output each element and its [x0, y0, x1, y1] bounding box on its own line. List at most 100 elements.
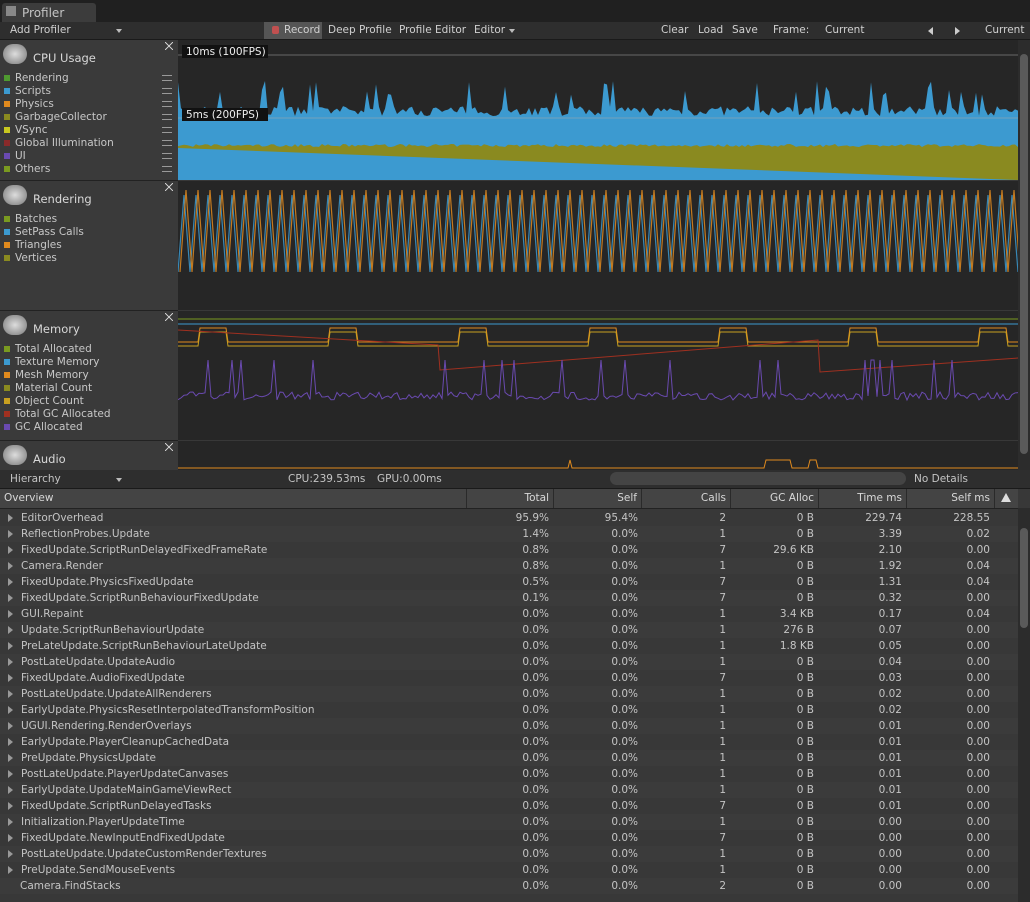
legend-swatch[interactable] — [4, 346, 10, 352]
table-row[interactable] — [0, 702, 1018, 718]
drag-handle[interactable] — [162, 75, 172, 81]
expand-arrow[interactable] — [8, 594, 13, 602]
expand-arrow[interactable] — [8, 802, 13, 810]
expand-arrow[interactable] — [8, 546, 13, 554]
close-icon[interactable] — [165, 313, 173, 321]
legend-swatch[interactable] — [4, 424, 10, 430]
table-row[interactable] — [0, 798, 1018, 814]
legend-swatch[interactable] — [4, 398, 10, 404]
table-row[interactable] — [0, 526, 1018, 542]
column-header[interactable]: Self — [617, 492, 637, 504]
table-row[interactable] — [0, 734, 1018, 750]
drag-handle[interactable] — [162, 114, 172, 120]
table-row[interactable] — [0, 622, 1018, 638]
clear[interactable]: Clear — [661, 24, 689, 36]
drag-handle[interactable] — [162, 166, 172, 172]
expand-arrow[interactable] — [8, 770, 13, 778]
column-header[interactable]: Time ms — [857, 492, 902, 504]
legend-swatch[interactable] — [4, 101, 10, 107]
expand-arrow[interactable] — [8, 722, 13, 730]
close-icon[interactable] — [165, 42, 173, 50]
table-row[interactable] — [0, 542, 1018, 558]
tab[interactable]: Profiler — [2, 3, 96, 22]
table-row[interactable] — [0, 718, 1018, 734]
close-icon[interactable] — [165, 183, 173, 191]
table-row[interactable] — [0, 510, 1018, 526]
drag-handle[interactable] — [162, 127, 172, 133]
table-row[interactable] — [0, 750, 1018, 766]
search-field[interactable] — [610, 472, 906, 485]
record[interactable]: Record — [284, 24, 321, 36]
expand-arrow[interactable] — [8, 514, 13, 522]
expand-arrow[interactable] — [8, 642, 13, 650]
table-row[interactable] — [0, 638, 1018, 654]
column-header[interactable]: Overview — [4, 492, 54, 504]
expand-arrow[interactable] — [8, 658, 13, 666]
column-header[interactable]: Calls — [700, 492, 726, 504]
expand-arrow[interactable] — [8, 738, 13, 746]
legend-swatch[interactable] — [4, 255, 10, 261]
legend-swatch[interactable] — [4, 166, 10, 172]
legend-swatch[interactable] — [4, 88, 10, 94]
prev-frame[interactable] — [928, 27, 933, 35]
legend-swatch[interactable] — [4, 114, 10, 120]
expand-arrow[interactable] — [8, 530, 13, 538]
scroll-thumb[interactable] — [1020, 528, 1028, 628]
drag-handle[interactable] — [162, 101, 172, 107]
load[interactable]: Load — [698, 24, 724, 36]
expand-arrow[interactable] — [8, 834, 13, 842]
expand-arrow[interactable] — [8, 562, 13, 570]
legend-swatch[interactable] — [4, 75, 10, 81]
legend-swatch[interactable] — [4, 385, 10, 391]
expand-arrow[interactable] — [8, 786, 13, 794]
legend-swatch[interactable] — [4, 229, 10, 235]
table-row[interactable] — [0, 814, 1018, 830]
expand-arrow[interactable] — [8, 610, 13, 618]
expand-arrow[interactable] — [8, 866, 13, 874]
legend-swatch[interactable] — [4, 153, 10, 159]
table-row[interactable] — [0, 558, 1018, 574]
table-row[interactable] — [0, 606, 1018, 622]
column-header[interactable]: GC Alloc — [769, 492, 814, 504]
expand-arrow[interactable] — [8, 578, 13, 586]
editor-dropdown[interactable]: Editor — [474, 24, 506, 36]
table-row[interactable] — [0, 590, 1018, 606]
expand-arrow[interactable] — [8, 850, 13, 858]
table-row[interactable] — [0, 670, 1018, 686]
drag-handle[interactable] — [162, 140, 172, 146]
expand-arrow[interactable] — [8, 674, 13, 682]
current-frame[interactable]: Current — [985, 24, 1025, 36]
legend-swatch[interactable] — [4, 359, 10, 365]
expand-arrow[interactable] — [8, 706, 13, 714]
table-row[interactable] — [0, 766, 1018, 782]
table-row[interactable] — [0, 862, 1018, 878]
table-row[interactable] — [0, 686, 1018, 702]
legend-swatch[interactable] — [4, 140, 10, 146]
legend-swatch[interactable] — [4, 242, 10, 248]
drag-handle[interactable] — [162, 88, 172, 94]
column-header[interactable]: Total — [524, 492, 549, 504]
legend-swatch[interactable] — [4, 127, 10, 133]
drag-handle[interactable] — [162, 153, 172, 159]
table-row[interactable] — [0, 782, 1018, 798]
column-header[interactable]: Self ms — [951, 492, 990, 504]
save[interactable]: Save — [732, 24, 758, 36]
scroll-thumb[interactable] — [1020, 54, 1028, 454]
table-row[interactable] — [0, 830, 1018, 846]
add-profiler[interactable]: Add Profiler — [10, 24, 71, 36]
table-row[interactable] — [0, 654, 1018, 670]
expand-arrow[interactable] — [8, 690, 13, 698]
sort-arrow[interactable] — [1001, 493, 1011, 502]
graph-scrollbar[interactable] — [1018, 40, 1030, 470]
expand-arrow[interactable] — [8, 818, 13, 826]
legend-swatch[interactable] — [4, 411, 10, 417]
legend-swatch[interactable] — [4, 216, 10, 222]
expand-arrow[interactable] — [8, 626, 13, 634]
next-frame[interactable] — [955, 27, 960, 35]
expand-arrow[interactable] — [8, 754, 13, 762]
close-icon[interactable] — [165, 443, 173, 451]
table-scrollbar[interactable] — [1018, 508, 1030, 902]
deep-profile[interactable]: Deep Profile — [328, 24, 392, 36]
table-row[interactable] — [0, 574, 1018, 590]
table-row[interactable] — [0, 878, 1018, 894]
